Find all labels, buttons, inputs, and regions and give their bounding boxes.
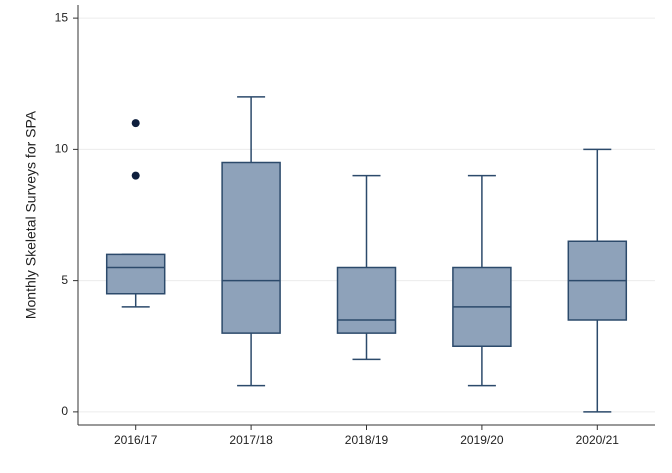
x-tick-label: 2016/17 xyxy=(114,433,158,447)
y-tick-label: 5 xyxy=(61,273,68,287)
y-axis-title: Monthly Skeletal Surveys for SPA xyxy=(23,110,39,319)
outlier xyxy=(131,119,140,128)
x-tick-label: 2018/19 xyxy=(345,433,389,447)
y-tick-label: 0 xyxy=(61,404,68,418)
outlier xyxy=(131,171,140,180)
y-tick-label: 10 xyxy=(55,142,69,156)
x-tick-label: 2017/18 xyxy=(229,433,273,447)
box xyxy=(221,161,281,334)
box xyxy=(336,266,397,334)
y-tick-label: 15 xyxy=(55,10,69,24)
box xyxy=(105,253,166,295)
x-tick-label: 2020/21 xyxy=(576,433,620,447)
x-tick-label: 2019/20 xyxy=(460,433,504,447)
